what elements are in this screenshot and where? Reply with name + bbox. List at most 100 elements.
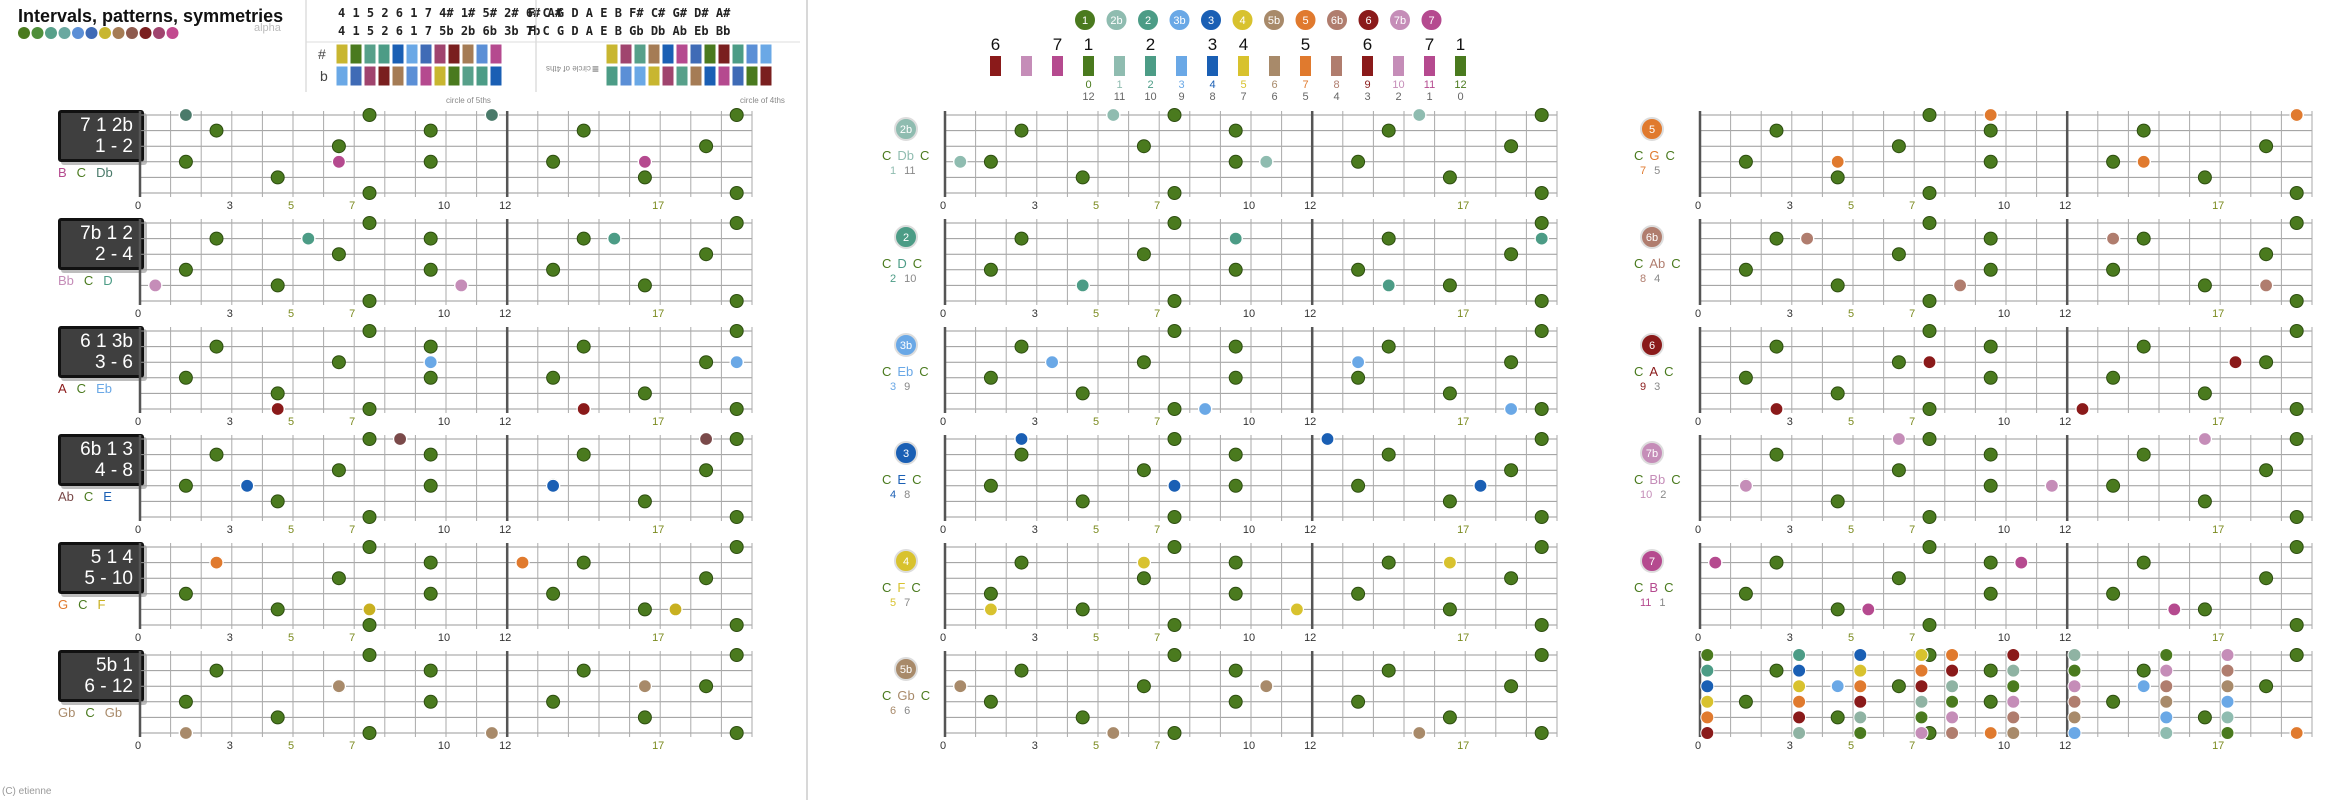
root-note-dot — [1228, 663, 1243, 678]
fret-number: 17 — [652, 524, 664, 536]
interval-note-dot — [576, 401, 591, 417]
root-note-dot — [729, 726, 744, 740]
semitone-down: 7 — [1240, 91, 1246, 103]
fret-number: 3 — [1032, 740, 1038, 752]
interval-top-number: 7 — [1053, 35, 1062, 54]
fret-number: 10 — [1243, 740, 1255, 752]
root-note-dot — [423, 123, 438, 138]
root-note-dot — [1769, 231, 1784, 246]
root-note-dot — [729, 432, 744, 446]
fret-number: 17 — [652, 632, 664, 644]
interval-note-dot — [484, 107, 499, 123]
root-note-dot — [2197, 494, 2212, 509]
interval-note-dot — [2006, 710, 2021, 725]
degree-cell — [633, 65, 647, 87]
interval-badge-icon — [1640, 117, 1664, 141]
root-note-dot — [1534, 216, 1549, 230]
root-note-dot — [2289, 540, 2304, 554]
interval-note-dot — [1853, 694, 1868, 709]
degree-cell — [489, 43, 503, 65]
fret-number: 0 — [1695, 740, 1701, 752]
semitone-down: 10 — [1144, 91, 1156, 103]
fret-number: 3 — [1787, 740, 1793, 752]
semitone-up: 7 — [1302, 79, 1308, 91]
interval-semitones: 10 2 — [1640, 489, 1674, 501]
interval-note-dot — [209, 555, 224, 570]
root-note-dot — [1075, 494, 1090, 509]
root-note-dot — [2197, 710, 2212, 725]
root-note-dot — [729, 648, 744, 662]
interval-note-dot — [270, 401, 285, 417]
interval-note-dot — [1945, 679, 1960, 694]
note-name: Db — [96, 165, 113, 180]
root-note-dot — [1534, 324, 1549, 338]
root-note-dot — [1534, 108, 1549, 122]
interval-badge-label: 3 — [903, 448, 909, 460]
interval-note-dot — [1983, 107, 1998, 123]
note-name: G — [58, 597, 69, 612]
root-note-dot — [576, 231, 591, 246]
root-note-dot — [1738, 370, 1753, 385]
root-note-dot — [423, 663, 438, 678]
fret-number: 3 — [1032, 632, 1038, 644]
semitone-down: 12 — [1082, 91, 1094, 103]
fret-number: 5 — [1093, 200, 1099, 212]
note-name: C — [912, 472, 922, 487]
degree-cell — [703, 65, 717, 87]
semitone-count: 10 — [1640, 489, 1653, 501]
root-note-dot — [2259, 463, 2274, 478]
root-note-dot — [209, 339, 224, 354]
fret-number: 10 — [1243, 308, 1255, 320]
root-note-dot — [1983, 262, 1998, 277]
interval-note-dot — [2006, 679, 2021, 694]
interval-bar — [1052, 56, 1063, 76]
mirror-symbol: ≡ — [592, 62, 600, 76]
root-note-dot — [729, 618, 744, 632]
fret-number: 5 — [288, 740, 294, 752]
note-name: C — [1634, 472, 1644, 487]
interval-note-dot — [1891, 431, 1907, 447]
interval-note-dot — [1106, 725, 1121, 741]
root-note-dot — [362, 216, 377, 230]
root-note-dot — [362, 648, 377, 662]
fret-number: 7 — [349, 308, 355, 320]
root-note-dot — [362, 726, 377, 740]
root-note-dot — [729, 402, 744, 416]
fret-number: 3 — [1787, 416, 1793, 428]
interval-note-dot — [1014, 431, 1029, 447]
interval-note-dot — [301, 231, 316, 246]
interval-badge-icon — [894, 333, 918, 357]
flat-label: b — [320, 68, 328, 84]
interval-badge-label: 7 — [1649, 556, 1655, 568]
interval-note-dot — [1792, 648, 1807, 662]
semitone-down: 3 — [1364, 91, 1370, 103]
interval-note-dot — [1914, 710, 1929, 725]
interval-note-dot — [1945, 726, 1960, 740]
interval-note-dot — [1853, 679, 1868, 694]
root-note-dot — [1769, 123, 1784, 138]
note-name: D — [103, 273, 113, 288]
interval-note-dot — [637, 679, 653, 694]
root-note-dot — [1534, 432, 1549, 446]
root-note-dot — [423, 370, 438, 385]
interval-note-dot — [1792, 663, 1807, 678]
degree-cell — [605, 65, 619, 87]
interval-note-dot — [1700, 648, 1715, 662]
interval-badge-label: 2 — [903, 232, 909, 244]
version-label: alpha — [254, 22, 281, 34]
semitone-count: 5 — [1654, 165, 1661, 177]
root-note-dot — [1983, 231, 1998, 246]
root-note-dot — [637, 494, 652, 509]
fret-number: 0 — [940, 524, 946, 536]
root-note-dot — [2136, 663, 2151, 678]
fret-number: 12 — [2059, 308, 2071, 320]
interval-badge-icon — [1356, 8, 1381, 32]
fret-number: 12 — [2059, 740, 2071, 752]
root-note-dot — [1504, 463, 1519, 478]
semitone-up: 2 — [1147, 79, 1153, 91]
root-note-dot — [331, 139, 346, 154]
semitone-count: 8 — [1640, 273, 1647, 285]
